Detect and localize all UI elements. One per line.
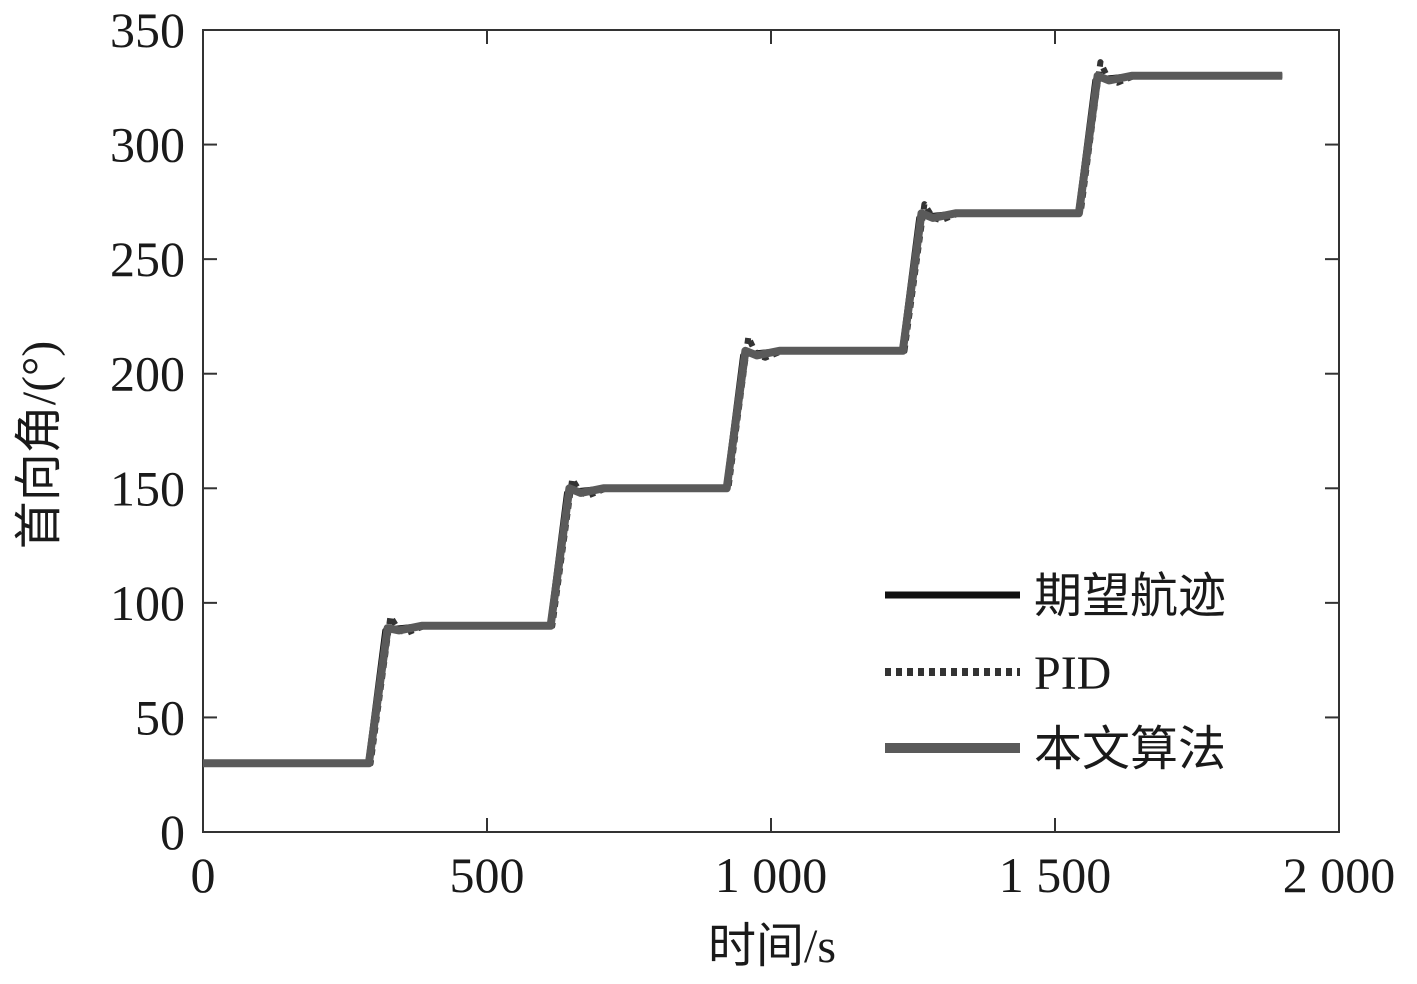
legend: 期望航迹 PID 本文算法 xyxy=(885,570,1226,776)
x-tick-label: 2 000 xyxy=(1283,847,1396,903)
y-tick-label: 0 xyxy=(160,804,185,860)
y-tick-label: 150 xyxy=(110,460,185,516)
legend-label-0: 期望航迹 xyxy=(1034,570,1226,623)
y-axis: 0 50 100 150 200 250 300 350 xyxy=(110,2,1339,860)
x-tick-label: 1 000 xyxy=(715,847,828,903)
y-tick-label: 200 xyxy=(110,346,185,402)
series-line-1 xyxy=(203,59,1283,767)
series-line-2 xyxy=(203,71,1283,768)
x-axis: 0 500 1 000 1 500 2 000 xyxy=(191,30,1396,903)
legend-label-1: PID xyxy=(1034,647,1111,700)
y-tick-label: 300 xyxy=(110,117,185,173)
series-layer xyxy=(203,59,1283,768)
series-line-0 xyxy=(203,73,1283,766)
y-axis-title: 首向角/(°) xyxy=(13,341,66,550)
x-axis-title: 时间/s xyxy=(708,920,836,973)
x-tick-label: 500 xyxy=(450,847,525,903)
y-tick-label: 250 xyxy=(110,231,185,287)
y-tick-label: 100 xyxy=(110,575,185,631)
x-tick-label: 1 500 xyxy=(999,847,1112,903)
y-tick-label: 50 xyxy=(135,689,185,745)
legend-label-2: 本文算法 xyxy=(1034,723,1226,776)
x-tick-label: 0 xyxy=(191,847,216,903)
y-tick-label: 350 xyxy=(110,2,185,58)
